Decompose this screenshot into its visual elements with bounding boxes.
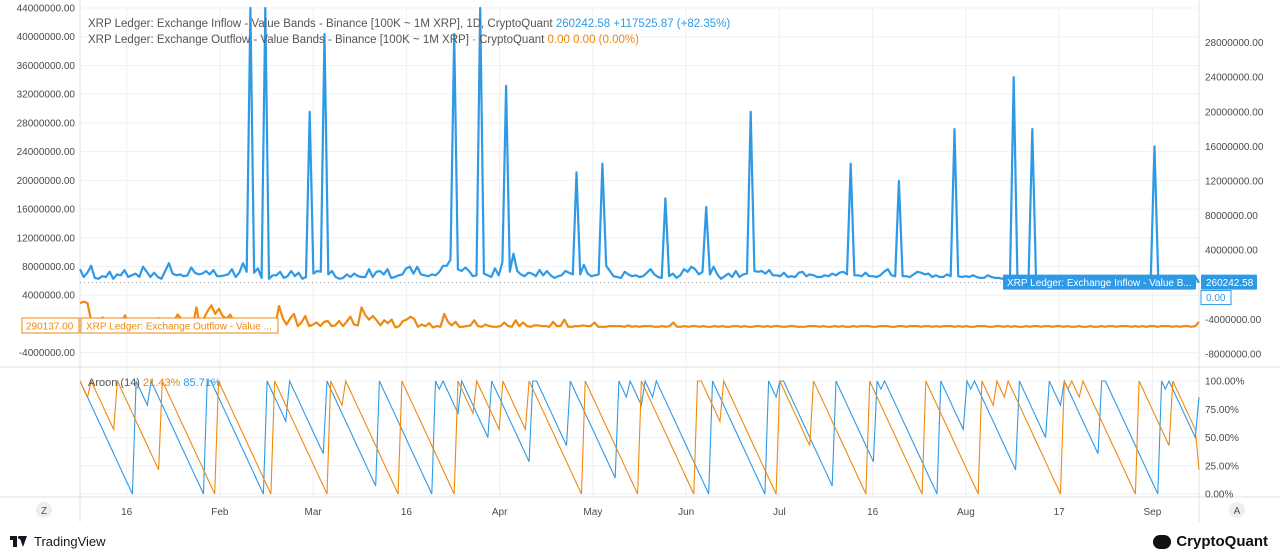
footer: TradingView CryptoQuant: [0, 528, 1280, 557]
outflow-legend-row: XRP Ledger: Exchange Outflow - Value Ban…: [88, 34, 639, 46]
left-tick-label: 36000000.00: [17, 61, 76, 72]
x-tick-label: Mar: [305, 507, 323, 518]
x-tick-label: May: [583, 507, 602, 518]
inflow-value-tag-text: 260242.58: [1206, 278, 1254, 289]
outflow-left-value-tag-text: 290137.00: [26, 322, 74, 333]
inflow-legend-title: XRP Ledger: Exchange Inflow - Value Band…: [88, 18, 556, 30]
left-tick-label: 44000000.00: [17, 4, 76, 15]
left-tick-label: 12000000.00: [17, 233, 76, 244]
left-tick-label: -4000000.00: [19, 348, 76, 359]
left-tick-label: 8000000.00: [22, 262, 75, 273]
aroon-title: Aroon (14): [88, 377, 143, 389]
left-tick-label: 20000000.00: [17, 176, 76, 187]
right-tick-label: 28000000.00: [1205, 38, 1264, 49]
x-tick-label: 17: [1054, 507, 1066, 518]
tradingview-label: TradingView: [34, 534, 106, 549]
outflow-left-series-tag: [80, 317, 279, 334]
cryptoquant-icon: [1153, 534, 1172, 549]
right-tick-label: 20000000.00: [1205, 107, 1264, 118]
left-tick-label: 16000000.00: [17, 205, 76, 216]
inflow-series-tag-text: XRP Ledger: Exchange Inflow - Value B...: [1007, 278, 1192, 289]
right-tick-label: 12000000.00: [1205, 177, 1264, 188]
aroon-down-line: [79, 378, 1200, 495]
aroon-up-value: 21.43%: [143, 377, 183, 389]
aroon-tick-label: 0.00%: [1205, 490, 1233, 501]
tradingview-icon: [10, 536, 28, 547]
left-tick-label: 24000000.00: [17, 147, 76, 158]
x-tick-label: Jul: [773, 507, 786, 518]
aroon-tick-label: 25.00%: [1205, 461, 1239, 472]
right-tick-label: -8000000.00: [1205, 350, 1262, 361]
outflow-value-tag: [1200, 290, 1232, 306]
aroon-down-value: 85.71%: [183, 377, 221, 389]
x-tick-label: Feb: [211, 507, 229, 518]
right-tick-label: 8000000.00: [1205, 211, 1258, 222]
left-tick-label: 40000000.00: [17, 32, 76, 43]
a-button-label: A: [1234, 506, 1241, 517]
legend: XRP Ledger: Exchange Inflow - Value Band…: [88, 18, 730, 46]
a-button[interactable]: [1229, 502, 1245, 518]
outflow-left-value-tag: [21, 317, 80, 334]
aroon-tick-label: 75.00%: [1205, 405, 1239, 416]
right-tick-label: 4000000.00: [1205, 246, 1258, 257]
z-button[interactable]: [36, 502, 52, 518]
left-tick-label: 32000000.00: [17, 90, 76, 101]
aroon-up-line: [79, 378, 1200, 495]
aroon-tick-label: 100.00%: [1205, 377, 1245, 388]
aroon-tick-label: 50.00%: [1205, 433, 1239, 444]
outflow-legend-value: 0.00 0.00 (0.00%): [548, 34, 640, 46]
inflow-legend-value: 260242.58 +117525.87 (+82.35%): [556, 18, 731, 30]
outflow-legend-title: XRP Ledger: Exchange Outflow - Value Ban…: [88, 34, 548, 46]
right-tick-label: 24000000.00: [1205, 73, 1264, 84]
x-tick-label: 16: [121, 507, 133, 518]
outflow-left-series-tag-text: XRP Ledger: Exchange Outflow - Value ...: [86, 322, 272, 333]
z-button-label: Z: [41, 506, 47, 517]
outflow-value-tag-text: 0.00: [1206, 293, 1226, 304]
inflow-series-tag: [1003, 274, 1196, 290]
inflow-value-tag: [1201, 274, 1257, 290]
x-tick-label: Jun: [678, 507, 694, 518]
inflow-legend-row: XRP Ledger: Exchange Inflow - Value Band…: [88, 18, 730, 30]
x-tick-label: Apr: [492, 507, 508, 518]
cryptoquant-logo: CryptoQuant: [1153, 533, 1268, 550]
right-tick-label: 16000000.00: [1205, 142, 1264, 153]
cryptoquant-label: CryptoQuant: [1176, 533, 1268, 550]
inflow-line: [79, 6, 1200, 284]
left-tick-label: 28000000.00: [17, 118, 76, 129]
x-tick-label: Sep: [1143, 507, 1161, 518]
x-tick-label: 16: [867, 507, 879, 518]
chart-canvas[interactable]: 16 Feb Mar 16 Apr May Jun Jul 16 Aug 17 Sep 44000000…: [0, 0, 1280, 528]
right-tick-label: -4000000.00: [1205, 315, 1262, 326]
aroon-legend: Aroon (14) 21.43% 85.71%: [88, 377, 221, 389]
x-tick-label: Aug: [957, 507, 975, 518]
x-tick-label: 16: [401, 507, 413, 518]
tradingview-logo[interactable]: TradingView: [10, 534, 106, 549]
left-tick-label: 4000000.00: [22, 291, 75, 302]
